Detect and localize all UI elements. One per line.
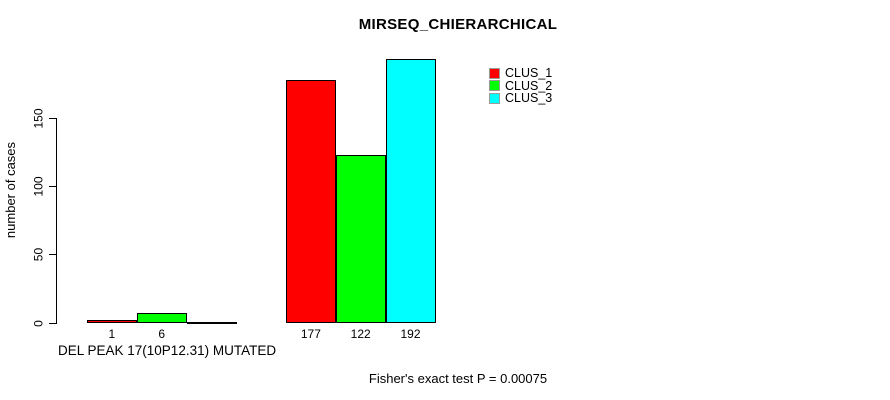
- legend-label: CLUS_1: [505, 66, 553, 81]
- legend-item-clus_2: CLUS_2: [489, 80, 552, 93]
- bar-value-label: 6: [158, 326, 166, 341]
- legend: CLUS_1 CLUS_2 CLUS_3: [489, 67, 552, 105]
- bar-value-label: 122: [350, 326, 371, 341]
- x-axis-group-label: DEL PEAK 17(10P12.31) MUTATED: [58, 343, 277, 358]
- fisher-test-footnote: Fisher's exact test P = 0.00075: [368, 371, 548, 386]
- y-axis-line: [56, 117, 57, 324]
- bar-value-label: 177: [300, 326, 321, 341]
- y-axis-tick: [49, 117, 56, 119]
- y-tick-label: 150: [31, 107, 46, 129]
- legend-swatch-clus_1: [489, 67, 500, 79]
- chart-title: MIRSEQ_CHIERARCHICAL: [358, 16, 558, 33]
- bar-value-label: 192: [400, 326, 421, 341]
- legend-item-clus_1: CLUS_1: [489, 67, 552, 80]
- bar-clus_2-group2: [335, 154, 387, 324]
- bar-clus_2-group1: [136, 313, 188, 324]
- y-axis-tick: [49, 185, 56, 187]
- legend-item-clus_3: CLUS_3: [489, 92, 552, 105]
- y-axis-tick: [49, 254, 56, 256]
- y-tick-label: 50: [31, 247, 46, 262]
- bar-clus_1-group2: [286, 79, 337, 324]
- bar-clus_3-group1: [186, 321, 237, 324]
- bar-clus_3-group2: [385, 59, 436, 324]
- legend-swatch-clus_2: [489, 80, 500, 92]
- legend-swatch-clus_3: [489, 92, 500, 104]
- bar-value-label: 1: [108, 326, 116, 341]
- legend-label: CLUS_2: [505, 78, 553, 93]
- y-tick-label: 100: [31, 176, 46, 197]
- y-axis-tick: [49, 322, 56, 324]
- y-axis-label: number of cases: [3, 141, 18, 239]
- bar-clus_1-group1: [87, 320, 138, 324]
- y-tick-label: 0: [31, 319, 46, 327]
- legend-label: CLUS_3: [505, 91, 553, 106]
